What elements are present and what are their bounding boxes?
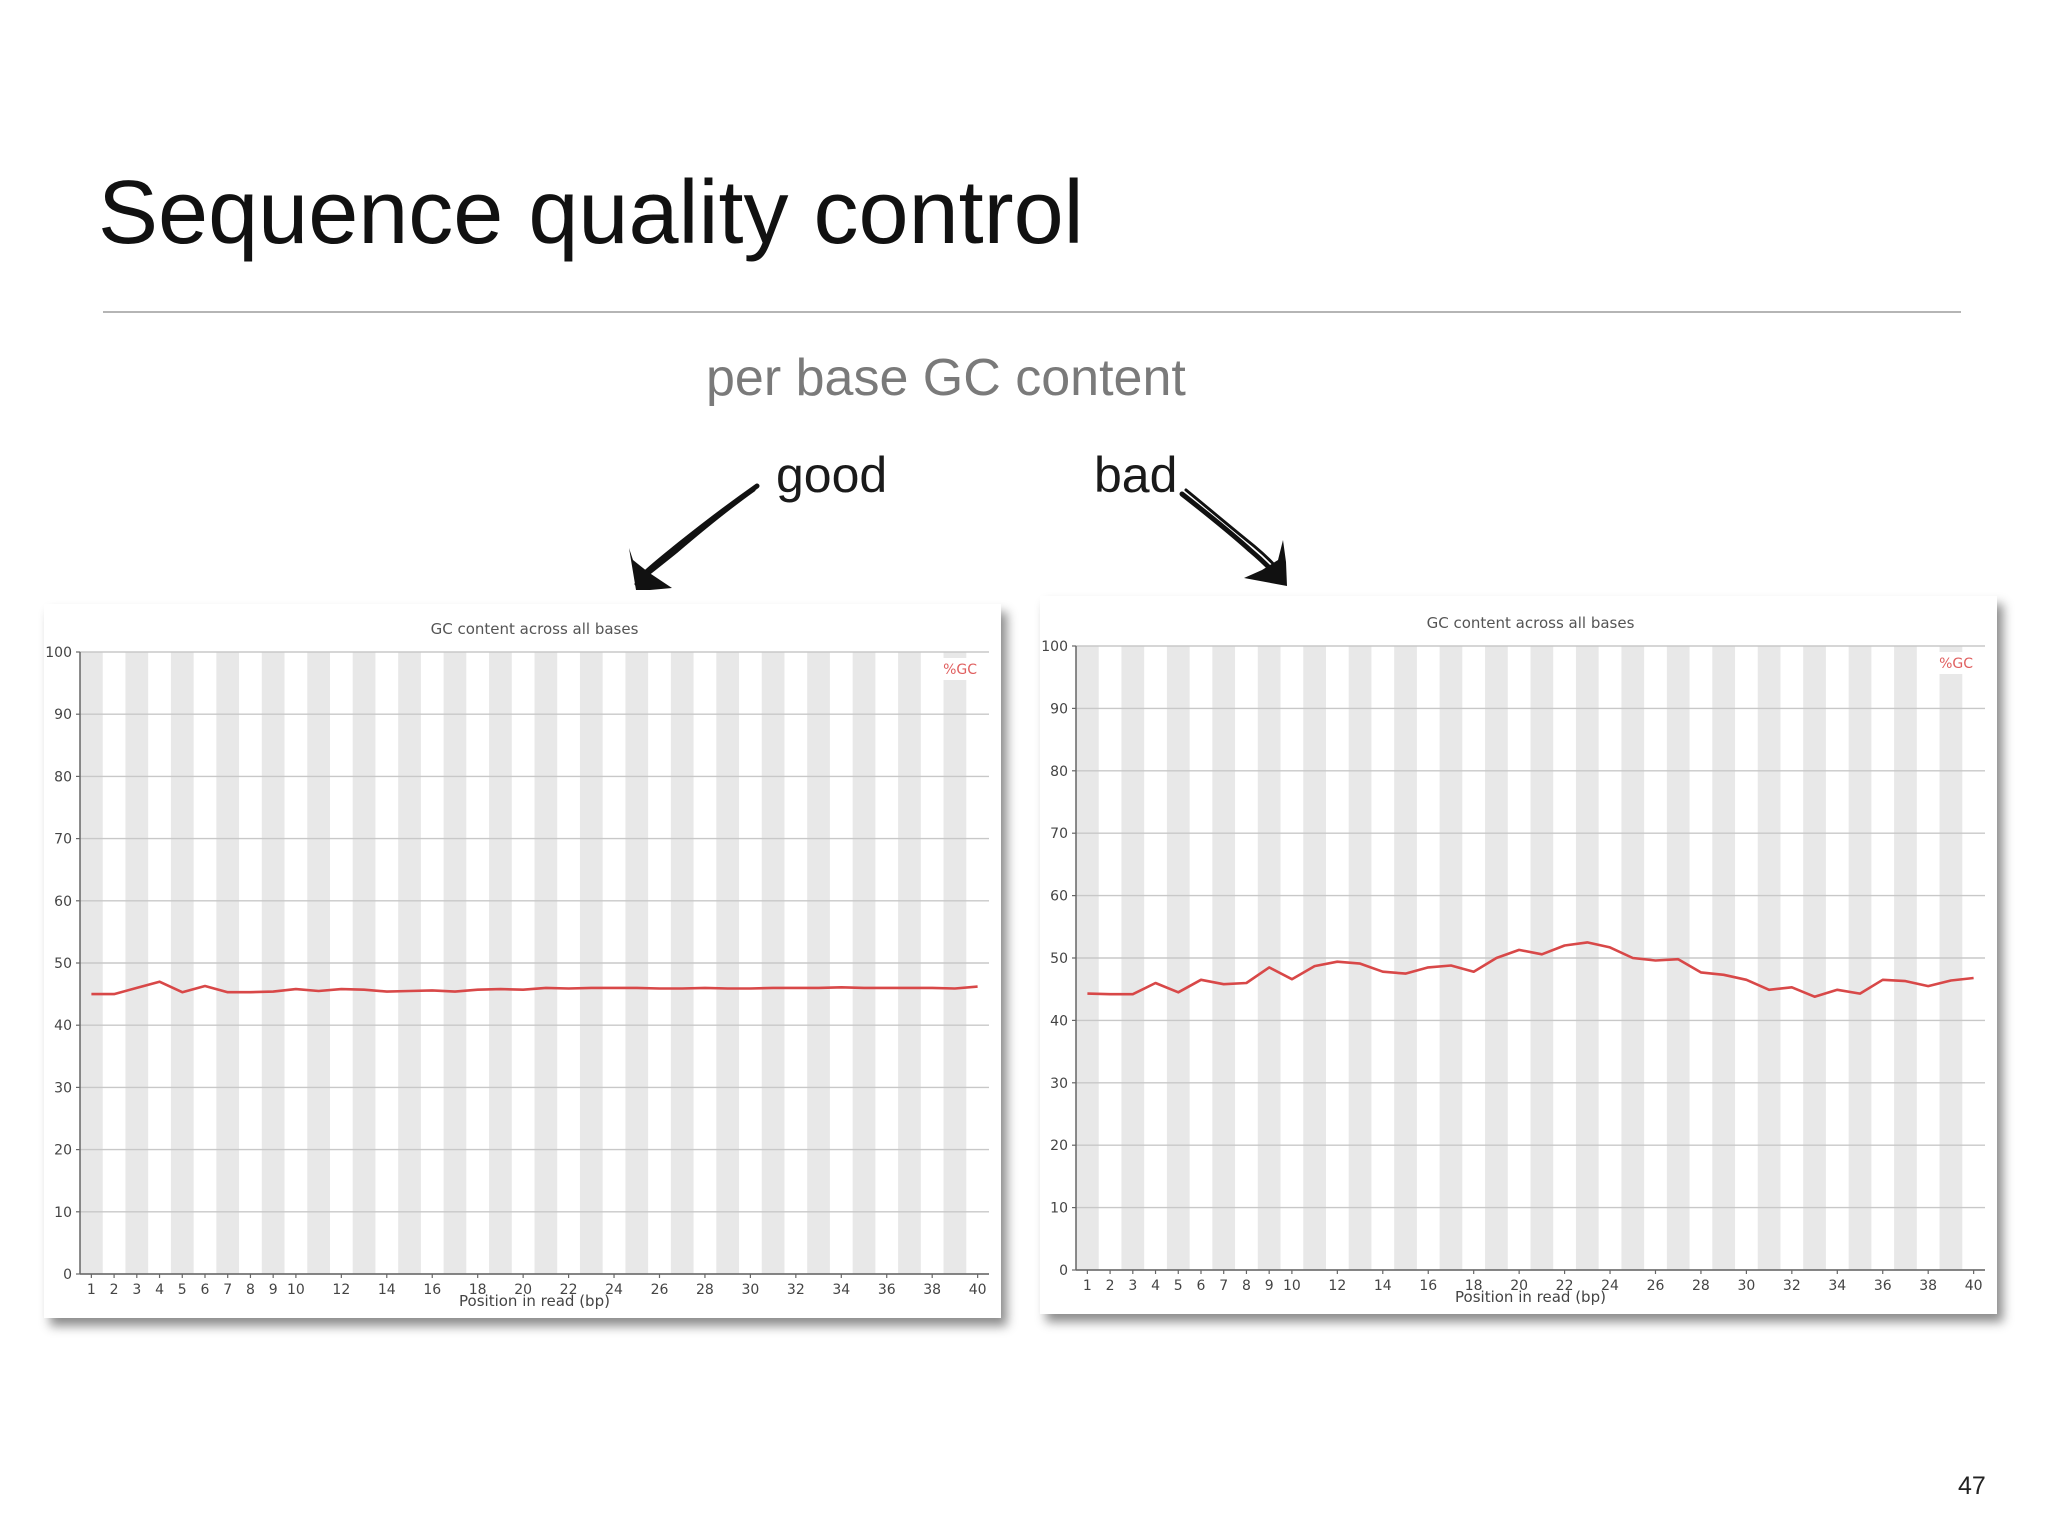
x-tick-label: 38 xyxy=(923,1282,941,1298)
x-tick-label: 4 xyxy=(155,1282,164,1298)
chart-panel-good: 0 10 20 30 40 50 60 70 80 90 100 1 2 3 4 5 6 7 8 9 10 12 14 16 1… xyxy=(44,604,1001,1318)
x-tick-label: 6 xyxy=(201,1282,210,1298)
x-tick-label: 16 xyxy=(423,1282,441,1298)
x-tick-label: 4 xyxy=(1151,1278,1160,1294)
chart-title: GC content across all bases xyxy=(431,620,639,638)
gridlines xyxy=(1076,645,1985,1271)
y-tick-label: 20 xyxy=(54,1143,72,1159)
x-tick-label: 32 xyxy=(787,1282,805,1298)
x-tick-label: 7 xyxy=(223,1282,232,1298)
arrow-down-left-icon xyxy=(629,483,760,590)
x-tick-label: 28 xyxy=(696,1282,714,1298)
x-tick-label: 20 xyxy=(1510,1278,1528,1294)
x-tick-label: 12 xyxy=(332,1282,350,1298)
legend-label: %GC xyxy=(943,662,977,678)
y-tick-label: 100 xyxy=(45,645,72,661)
y-tick-label: 70 xyxy=(54,832,72,848)
y-tick-label: 0 xyxy=(1059,1263,1068,1279)
x-tick-label: 9 xyxy=(269,1282,278,1298)
x-tick-label: 10 xyxy=(1283,1278,1301,1294)
x-tick-label: 36 xyxy=(1874,1278,1892,1294)
x-tick-label: 28 xyxy=(1692,1278,1710,1294)
x-tick-label: 2 xyxy=(110,1282,119,1298)
x-tick-label: 18 xyxy=(469,1282,487,1298)
y-tick-label: 50 xyxy=(54,956,72,972)
label-bad: bad xyxy=(1094,447,1178,503)
x-tick-label: 24 xyxy=(605,1282,623,1298)
x-tick-label: 7 xyxy=(1219,1278,1228,1294)
y-tick-label: 0 xyxy=(63,1267,72,1283)
x-axis-title: Position in read (bp) xyxy=(459,1292,610,1310)
y-tick-label: 40 xyxy=(54,1018,72,1034)
x-tick-label: 38 xyxy=(1919,1278,1937,1294)
x-tick-label: 14 xyxy=(1374,1278,1392,1294)
y-tick-label: 50 xyxy=(1050,951,1068,967)
y-tick-label: 90 xyxy=(1050,701,1068,717)
x-tick-label: 12 xyxy=(1328,1278,1346,1294)
legend-label: %GC xyxy=(1939,656,1973,672)
x-tick-label: 30 xyxy=(1737,1278,1755,1294)
x-tick-label: 40 xyxy=(1965,1278,1983,1294)
x-tick-label: 1 xyxy=(87,1282,96,1298)
x-axis-title: Position in read (bp) xyxy=(1455,1288,1606,1306)
x-tick-label: 14 xyxy=(378,1282,396,1298)
x-tick-label: 3 xyxy=(132,1282,141,1298)
x-tick-label: 26 xyxy=(1647,1278,1665,1294)
slide-subtitle: per base GC content xyxy=(706,349,1186,407)
x-tick-label: 22 xyxy=(1556,1278,1574,1294)
series-line-gc xyxy=(91,980,978,996)
y-tick-label: 30 xyxy=(1050,1076,1068,1092)
y-tick-label: 10 xyxy=(1050,1201,1068,1217)
y-tick-label: 30 xyxy=(54,1080,72,1096)
chart-panel-bad: 0 10 20 30 40 50 60 70 80 90 100 1 2 3 4 5 6 7 8 9 10 12 14 16 1… xyxy=(1040,596,1997,1314)
y-tick-label: 80 xyxy=(1050,764,1068,780)
x-tick-label: 16 xyxy=(1419,1278,1437,1294)
legend-box xyxy=(933,658,979,680)
slide-title: Sequence quality control xyxy=(98,163,1084,263)
y-tick-label: 100 xyxy=(1041,639,1068,655)
y-tick-label: 90 xyxy=(54,707,72,723)
x-tick-label: 10 xyxy=(287,1282,305,1298)
x-tick-label: 34 xyxy=(1828,1278,1846,1294)
x-tick-label: 40 xyxy=(969,1282,987,1298)
label-good: good xyxy=(776,447,888,503)
x-tick-label: 1 xyxy=(1083,1278,1092,1294)
y-tick-label: 60 xyxy=(1050,889,1068,905)
x-tick-label: 8 xyxy=(1242,1278,1251,1294)
series-line-gc xyxy=(1087,941,1974,999)
x-tick-label: 3 xyxy=(1128,1278,1137,1294)
x-tick-label: 32 xyxy=(1783,1278,1801,1294)
y-tick-label: 80 xyxy=(54,769,72,785)
x-tick-label: 18 xyxy=(1465,1278,1483,1294)
x-tick-label: 2 xyxy=(1106,1278,1115,1294)
x-tick-label: 20 xyxy=(514,1282,532,1298)
x-tick-label: 34 xyxy=(832,1282,850,1298)
arrow-down-right-icon xyxy=(1179,488,1287,586)
x-tick-label: 36 xyxy=(878,1282,896,1298)
x-tick-label: 24 xyxy=(1601,1278,1619,1294)
page-number: 47 xyxy=(1958,1472,1986,1500)
x-tick-label: 9 xyxy=(1265,1278,1274,1294)
x-tick-label: 5 xyxy=(1174,1278,1183,1294)
x-tick-label: 8 xyxy=(246,1282,255,1298)
chart-title: GC content across all bases xyxy=(1427,614,1635,632)
legend-box xyxy=(1929,652,1975,674)
x-tick-label: 22 xyxy=(560,1282,578,1298)
x-tick-label: 6 xyxy=(1197,1278,1206,1294)
y-tick-label: 20 xyxy=(1050,1138,1068,1154)
title-divider xyxy=(103,311,1961,313)
y-tick-label: 40 xyxy=(1050,1013,1068,1029)
x-tick-label: 30 xyxy=(741,1282,759,1298)
y-tick-label: 70 xyxy=(1050,826,1068,842)
y-tick-label: 10 xyxy=(54,1205,72,1221)
y-tick-label: 60 xyxy=(54,894,72,910)
x-tick-label: 26 xyxy=(651,1282,669,1298)
x-tick-label: 5 xyxy=(178,1282,187,1298)
